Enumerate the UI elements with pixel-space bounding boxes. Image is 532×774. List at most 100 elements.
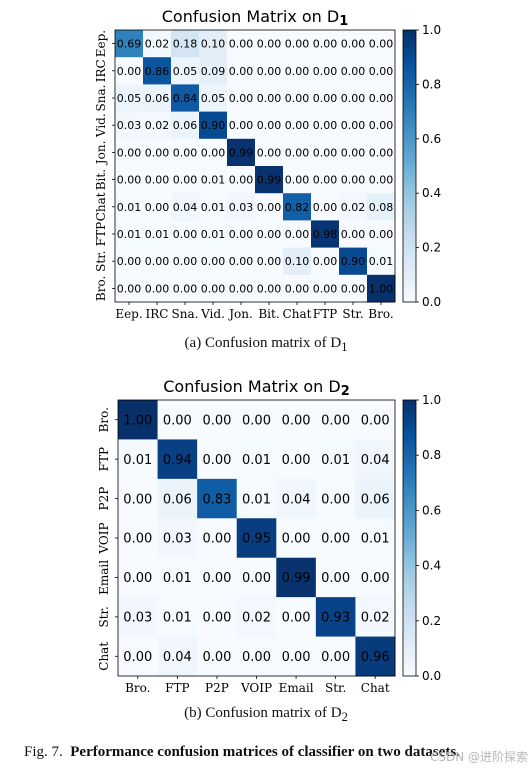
- heatmap-cell: [255, 111, 284, 140]
- heatmap-cell: [255, 138, 284, 167]
- cell-value-label: 0.08: [369, 201, 394, 214]
- cell-value-label: 0.00: [229, 228, 254, 241]
- colorbar-segment: [403, 34, 416, 40]
- cell-value-label: 0.00: [242, 413, 271, 428]
- heatmap-cell: [255, 84, 284, 113]
- column-label: Bro.: [125, 681, 150, 695]
- heatmap-cell: [115, 274, 144, 303]
- heatmap-cell: [315, 557, 356, 598]
- cell-value-label: 0.00: [202, 650, 231, 665]
- colorbar-segment: [403, 436, 416, 442]
- row-label: Sna.: [94, 85, 108, 112]
- heatmap-cell: [118, 400, 159, 440]
- row-label: Eep.: [94, 30, 108, 57]
- cell-value-label: 0.00: [173, 174, 198, 187]
- row-label: Chat: [97, 642, 111, 671]
- cell-value-label: 0.00: [282, 453, 311, 468]
- heatmap-cell: [143, 274, 172, 303]
- colorbar-segment: [403, 542, 416, 548]
- row-label: FTP: [94, 222, 108, 246]
- heatmap-cell: [311, 220, 340, 249]
- heatmap-cell: [355, 557, 396, 598]
- figure-caption-text: Performance confusion matrices of classi…: [70, 744, 460, 760]
- cell-value-label: 0.00: [285, 228, 310, 241]
- heatmap-cell: [367, 84, 396, 113]
- column-label: Bit.: [258, 307, 279, 321]
- heatmap-cell: [311, 84, 340, 113]
- colorbar-segment: [403, 404, 416, 410]
- cell-value-label: 0.00: [341, 38, 366, 51]
- colorbar-segment: [403, 79, 416, 85]
- colorbar-segment: [403, 102, 416, 108]
- heatmap-cell: [339, 30, 368, 58]
- cell-value-label: 0.00: [285, 65, 310, 78]
- colorbar-segment: [403, 400, 416, 406]
- colorbar-segment: [403, 643, 416, 649]
- cell-value-label: 0.00: [173, 255, 198, 268]
- colorbar-segment: [403, 634, 416, 640]
- heatmap-cell: [118, 439, 159, 480]
- heatmap-cell: [255, 247, 284, 276]
- cell-value-label: 0.00: [341, 228, 366, 241]
- heatmap-cell: [283, 138, 312, 167]
- colorbar-segment: [403, 432, 416, 438]
- colorbar-segment: [403, 671, 416, 677]
- heatmap-cell: [283, 193, 312, 221]
- row-label: IRC: [94, 59, 108, 82]
- cell-value-label: 0.00: [123, 650, 152, 665]
- row-label: VOIP: [97, 522, 111, 554]
- colorbar-segment: [403, 166, 416, 172]
- row-label: Str.: [97, 606, 111, 627]
- heatmap-cell: [227, 57, 256, 85]
- colorbar-segment: [403, 283, 416, 289]
- heatmap-cell: [355, 597, 396, 638]
- cell-value-label: 0.00: [201, 255, 226, 268]
- colorbar-segment: [403, 215, 416, 221]
- colorbar-segment: [403, 279, 416, 285]
- cell-value-label: 0.00: [117, 174, 142, 187]
- heatmap-cell: [339, 274, 368, 303]
- figure-caption: Fig. 7. Performance confusion matrices o…: [24, 744, 524, 761]
- heatmap-cell: [236, 557, 277, 598]
- heatmap-cell: [236, 478, 277, 519]
- heatmap-cell: [227, 220, 256, 249]
- cell-value-label: 0.90: [341, 255, 366, 268]
- colorbar-segment: [403, 179, 416, 185]
- column-label: Jon.: [227, 307, 253, 321]
- cell-value-label: 0.69: [117, 38, 142, 51]
- cell-value-label: 0.90: [201, 119, 226, 132]
- cell-value-label: 0.86: [145, 65, 170, 78]
- heatmap-cell: [236, 597, 277, 638]
- colorbar-segment: [403, 588, 416, 594]
- row-label: Chat: [94, 192, 108, 221]
- colorbar-segment: [403, 515, 416, 521]
- column-label: Sna.: [172, 307, 199, 321]
- colorbar-segment: [403, 134, 416, 140]
- heatmap-cell: [355, 478, 396, 519]
- heatmap-cell: [255, 166, 284, 194]
- colorbar-segment: [403, 61, 416, 67]
- colorbar-segment: [403, 666, 416, 672]
- row-label: Bro.: [97, 407, 111, 432]
- heatmap-cell: [276, 636, 317, 677]
- colorbar-segment: [403, 418, 416, 424]
- cell-value-label: 0.18: [173, 38, 198, 51]
- heatmap-cell: [355, 400, 396, 440]
- cell-value-label: 0.00: [369, 92, 394, 105]
- cell-value-label: 0.03: [163, 532, 192, 547]
- colorbar-segment: [403, 84, 416, 90]
- heatmap-cell: [143, 57, 172, 85]
- heatmap-cell: [199, 138, 228, 167]
- cell-value-label: 0.00: [229, 65, 254, 78]
- heatmap-cell: [276, 518, 317, 559]
- heatmap-cell: [255, 30, 284, 58]
- cell-value-label: 0.00: [369, 38, 394, 51]
- cell-value-label: 0.00: [201, 146, 226, 159]
- colorbar-segment: [403, 292, 416, 299]
- colorbar-segment: [403, 593, 416, 599]
- heatmap-cell: [355, 439, 396, 480]
- cell-value-label: 0.00: [369, 119, 394, 132]
- cell-value-label: 0.06: [145, 92, 170, 105]
- heatmap-cell: [227, 193, 256, 221]
- heatmap-cell: [171, 247, 200, 276]
